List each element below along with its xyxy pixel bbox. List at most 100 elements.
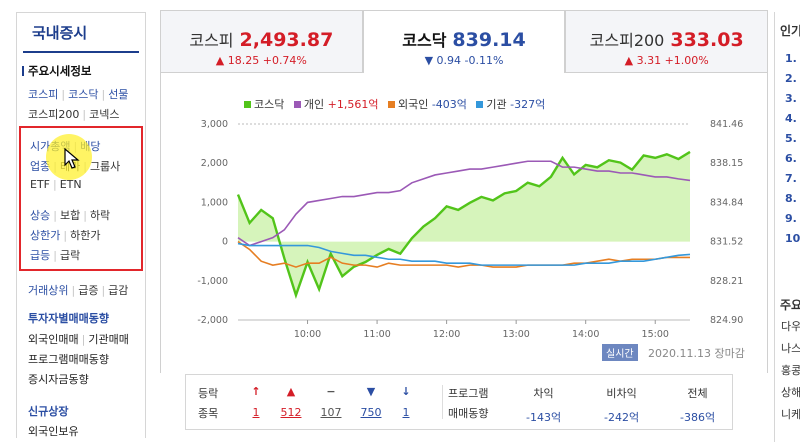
breadth-item[interactable]: ▲ 512 — [276, 385, 306, 419]
sidebar-row-indices: 코스피200 | 코넥스 — [28, 108, 120, 121]
link-foreign-holding[interactable]: 외국인보유 — [28, 425, 79, 438]
link-rise[interactable]: 상승 — [30, 209, 51, 222]
program-non-arbitrage: 비차익 -242억 — [604, 387, 640, 424]
index-change: ▼ 0.94 -0.11% — [424, 54, 504, 67]
link-fund-flow[interactable]: 증시자금동향 — [28, 373, 89, 386]
link-foreign-trade[interactable]: 외국인매매 — [28, 333, 79, 346]
breadth-label: 등락 종목 — [198, 387, 219, 420]
x-tick-label: 10:00 — [294, 329, 321, 340]
x-tick-label: 13:00 — [502, 329, 529, 340]
program-label: 프로그램 매매동향 — [448, 387, 489, 420]
major-index-item[interactable]: 다우 — [781, 320, 800, 333]
breadth-item[interactable]: ▼ 750 — [356, 385, 386, 419]
breadth-symbol: − — [326, 385, 336, 398]
chart-legend: 코스닥 개인 +1,561억 외국인 -403억 기관 -327억 — [244, 96, 551, 112]
right-tick-label: 841.46 — [710, 119, 743, 130]
link-program-trade[interactable]: 프로그램매매동향 — [28, 353, 109, 366]
program-arbitrage: 차익 -143억 — [526, 387, 562, 424]
market-breadth-table: 등락 종목 ↑ 1 ▲ 512−107 ▼ 750 ↓ 1 프로그램 매매동향 차익 -143억 비… — [185, 374, 733, 430]
link-kospi200[interactable]: 코스피200 — [28, 108, 80, 121]
popular-rank[interactable]: 4. — [785, 112, 797, 125]
popular-rank[interactable]: 5. — [785, 132, 797, 145]
link-kospi[interactable]: 코스피 — [28, 88, 59, 101]
link-futures[interactable]: 선물 — [108, 88, 129, 101]
right-tick-label: 838.15 — [710, 158, 743, 169]
major-index-item[interactable]: 홍콩 — [781, 364, 800, 377]
tab-name: 코스피 — [189, 31, 234, 50]
major-index-item[interactable]: 니케 — [781, 408, 800, 421]
index-value: 2,493.87 — [239, 29, 334, 51]
link-volume-surge[interactable]: 급증 — [78, 284, 99, 297]
chart-date: 2020.11.13 장마감 — [648, 347, 745, 360]
sidebar-row-volume: 거래상위 | 급증 | 급감 — [28, 284, 129, 297]
breadth-item[interactable]: ↑ 1 — [241, 385, 271, 419]
link-kosdaq[interactable]: 코스닥 — [68, 88, 99, 101]
link-etn[interactable]: ETN — [59, 178, 82, 191]
link-surge[interactable]: 급등 — [30, 249, 51, 262]
index-change: ▲ 18.25 +0.74% — [215, 54, 307, 67]
left-tick-label: -2,000 — [197, 315, 228, 326]
link-sector[interactable]: 업종 — [30, 160, 51, 173]
link-konex[interactable]: 코넥스 — [89, 108, 120, 121]
link-fall[interactable]: 하락 — [89, 209, 111, 222]
link-upper-limit[interactable]: 상한가 — [30, 229, 61, 242]
link-top-volume[interactable]: 거래상위 — [28, 284, 69, 297]
breadth-symbol: ↓ — [401, 385, 411, 398]
link-flat[interactable]: 보합 — [59, 209, 81, 222]
tab-kosdaq[interactable]: 코스닥 839.14 ▼ 0.94 -0.11% — [362, 10, 566, 73]
breadth-symbol: ▼ — [366, 385, 376, 398]
tab-name: 코스닥 — [402, 31, 447, 50]
sidebar-row-updown: 상승 | 보합 | 하락 — [30, 209, 111, 222]
individual-line — [237, 160, 691, 247]
left-tick-label: 0 — [222, 237, 228, 248]
x-tick-label: 12:00 — [433, 329, 460, 340]
section-investor[interactable]: 투자자별매매동향 — [28, 312, 109, 325]
popular-rank[interactable]: 3. — [785, 92, 797, 105]
popular-rank[interactable]: 2. — [785, 72, 797, 85]
breadth-count[interactable]: 107 — [320, 406, 342, 419]
kosdaq-area — [238, 151, 690, 296]
popular-rank[interactable]: 1. — [785, 52, 797, 65]
institution-line — [237, 242, 691, 266]
breadth-symbol: ↑ — [251, 385, 261, 398]
right-tick-label: 824.90 — [710, 315, 743, 326]
breadth-count[interactable]: 1 — [402, 406, 410, 419]
popular-rank[interactable]: 7. — [785, 172, 797, 185]
link-lower-limit[interactable]: 하한가 — [70, 229, 101, 242]
popular-rank[interactable]: 6. — [785, 152, 797, 165]
intraday-chart: 3,000 2,000 1,000 0 -1,000 -2,000 841.46 838.15… — [197, 119, 743, 340]
tab-name: 코스피200 — [589, 31, 665, 50]
kosdaq-line — [236, 150, 691, 299]
breadth-item[interactable]: ↓ 1 — [391, 385, 421, 419]
breadth-count[interactable]: 512 — [280, 406, 302, 419]
sidebar-row-investor: 외국인매매 | 기관매매 — [28, 333, 129, 346]
left-tick-label: -1,000 — [197, 276, 228, 287]
realtime-button[interactable]: 실시간 — [602, 344, 638, 361]
left-tick-label: 2,000 — [201, 158, 228, 169]
tab-kospi200[interactable]: 코스피200 333.03 ▲ 3.31 +1.00% — [565, 10, 769, 73]
link-plunge[interactable]: 급락 — [59, 249, 81, 262]
index-change: ▲ 3.31 +1.00% — [624, 54, 709, 67]
major-index-item[interactable]: 상해 — [781, 386, 800, 399]
popular-rank[interactable]: 9. — [785, 212, 797, 225]
popular-rank[interactable]: 8. — [785, 192, 797, 205]
popular-rank[interactable]: 10. — [785, 232, 800, 245]
section-new-listing[interactable]: 신규상장 — [28, 405, 69, 418]
index-tabs: 코스피 2,493.87 ▲ 18.25 +0.74% 코스닥 839.14 ▼ 0… — [160, 10, 769, 73]
legend-foreign: 외국인 -403억 — [387, 98, 467, 111]
major-index-item[interactable]: 나스 — [781, 342, 800, 355]
link-volume-drop[interactable]: 급감 — [108, 284, 129, 297]
legend-individual: 개인 +1,561억 — [293, 98, 378, 111]
link-inst-trade[interactable]: 기관매매 — [88, 333, 129, 346]
breadth-count[interactable]: 750 — [360, 406, 382, 419]
link-group[interactable]: 그룹사 — [89, 160, 121, 173]
sidebar-row-surge: 급등 | 급락 — [30, 249, 81, 262]
index-value: 839.14 — [452, 29, 526, 51]
tab-kospi[interactable]: 코스피 2,493.87 ▲ 18.25 +0.74% — [160, 10, 363, 73]
breadth-count[interactable]: 1 — [252, 406, 260, 419]
breadth-item[interactable]: − 107 — [316, 385, 346, 419]
left-sidebar: 국내증시 — [16, 12, 146, 438]
sidebar-row-markets: 코스피 | 코스닥 | 선물 — [28, 88, 129, 101]
link-etf[interactable]: ETF — [30, 178, 50, 191]
